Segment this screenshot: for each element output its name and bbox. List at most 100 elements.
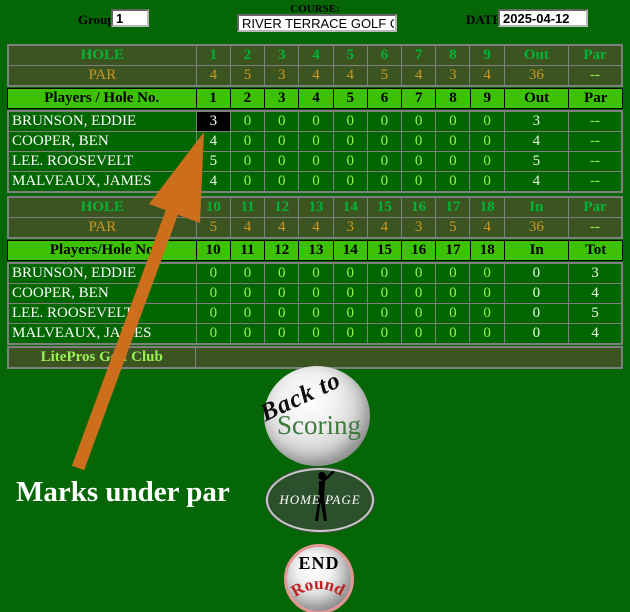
front-players-header-table: Players / Hole No. 1 2 3 4 5 6 7 8 9 Out Par <box>7 88 623 109</box>
scorecard: HOLE 1 2 3 4 5 6 7 8 9 Out Par PAR 4 5 3 4 4 5 4 3 4 36 -- Playe… <box>7 44 623 370</box>
score-cell: 0 <box>401 151 437 172</box>
par-value-cell: 4 <box>298 65 334 87</box>
end-round-button[interactable]: END Round <box>284 544 354 612</box>
score-cell: 0 <box>264 283 300 304</box>
score-cell: 0 <box>435 262 471 284</box>
score-cell: 0 <box>366 171 403 193</box>
end-text: END <box>298 553 340 573</box>
sum-header-cell: Out <box>503 44 570 66</box>
front-nine-section: HOLE 1 2 3 4 5 6 7 8 9 Out Par PAR 4 5 3 4 4 5 4 3 4 36 -- Playe… <box>7 44 623 193</box>
players-header-hole-cell: 2 <box>229 88 266 109</box>
score-cell: 0 <box>435 110 471 132</box>
back-hole-par-table: HOLE 10 11 12 13 14 15 16 17 18 In Par PAR 5 4 4 4 3 4 3 5 4 3… <box>7 196 623 239</box>
course-input[interactable] <box>237 14 397 32</box>
score-cell: 0 <box>195 323 231 345</box>
score-cell: 0 <box>298 283 334 304</box>
players-header-hole-cell: 4 <box>298 88 334 109</box>
under-par-annotation: Marks under par <box>16 476 230 508</box>
par-extra-cell: -- <box>568 217 623 239</box>
score-cell: 0 <box>366 283 403 304</box>
par-value-cell: 4 <box>298 217 334 239</box>
player-name-cell: MALVEAUX, JAMES <box>7 171 197 193</box>
score-cell: 0 <box>332 323 368 345</box>
player-extra-cell: 4 <box>568 323 623 345</box>
score-cell: 0 <box>229 171 266 193</box>
front-hole-par-table: HOLE 1 2 3 4 5 6 7 8 9 Out Par PAR 4 5 3 4 4 5 4 3 4 36 -- <box>7 44 623 87</box>
hole-number-cell: 6 <box>366 44 403 66</box>
score-cell: 0 <box>401 303 437 324</box>
par-sum-cell: 36 <box>503 65 570 87</box>
hole-number-cell: 9 <box>469 44 505 66</box>
score-cell: 0 <box>264 110 300 132</box>
score-cell: 0 <box>366 303 403 324</box>
score-cell: 0 <box>264 262 300 284</box>
players-header-hole-cell: 9 <box>469 88 505 109</box>
par-value-cell: 5 <box>435 217 471 239</box>
player-extra-cell: 5 <box>568 303 623 324</box>
hole-number-cell: 16 <box>401 196 437 218</box>
hole-number-cell: 18 <box>469 196 505 218</box>
player-row: LEE. ROOSEVELT 0 0 0 0 0 0 0 0 0 0 5 <box>7 303 623 324</box>
player-name-cell: BRUNSON, EDDIE <box>7 262 197 284</box>
score-cell: 0 <box>332 151 368 172</box>
players-header-label: Players/Hole No <box>7 240 197 261</box>
player-sum-cell: 0 <box>503 262 570 284</box>
round-arc-text: Round <box>288 574 349 601</box>
hole-number-cell: 8 <box>435 44 471 66</box>
date-input[interactable] <box>498 9 588 27</box>
sum-header-cell: In <box>503 196 570 218</box>
players-header-hole-cell: 12 <box>264 240 300 261</box>
home-page-button[interactable]: HOME PAGE <box>266 468 374 532</box>
back-to-scoring-button[interactable]: Back to Scoring <box>256 366 370 466</box>
player-extra-cell: -- <box>568 171 623 193</box>
highlighted-score-cell: 3 <box>195 110 231 132</box>
par-header-cell: Par <box>568 196 623 218</box>
par-extra-cell: -- <box>568 65 623 87</box>
hole-number-cell: 14 <box>332 196 368 218</box>
player-row: LEE. ROOSEVELT 5 0 0 0 0 0 0 0 0 5 -- <box>7 151 623 172</box>
par-sum-cell: 36 <box>503 217 570 239</box>
score-cell: 0 <box>469 110 505 132</box>
par-value-cell: 4 <box>366 217 403 239</box>
score-cell: 0 <box>229 303 266 324</box>
players-header-hole-cell: 18 <box>469 240 505 261</box>
par-value-cell: 3 <box>264 65 300 87</box>
score-cell: 0 <box>469 262 505 284</box>
score-cell: 0 <box>401 262 437 284</box>
par-value-cell: 5 <box>195 217 231 239</box>
score-cell: 0 <box>401 110 437 132</box>
score-cell: 0 <box>229 283 266 304</box>
player-sum-cell: 4 <box>503 171 570 193</box>
score-cell: 0 <box>332 283 368 304</box>
golfer-icon <box>315 471 335 521</box>
hole-number-cell: 3 <box>264 44 300 66</box>
players-header-sum-cell: In <box>503 240 570 261</box>
score-cell: 0 <box>298 151 334 172</box>
score-cell: 0 <box>469 303 505 324</box>
player-row: COOPER, BEN 4 0 0 0 0 0 0 0 0 4 -- <box>7 131 623 152</box>
player-row: BRUNSON, EDDIE 3 0 0 0 0 0 0 0 0 3 -- <box>7 110 623 132</box>
players-header-hole-cell: 11 <box>229 240 266 261</box>
scoring-text: Scoring <box>277 410 361 440</box>
player-name-cell: MALVEAUX, JAMES <box>7 323 197 345</box>
score-cell: 0 <box>264 151 300 172</box>
hole-number-cell: 2 <box>229 44 266 66</box>
par-value-cell: 4 <box>469 217 505 239</box>
score-cell: 0 <box>435 131 471 152</box>
club-name-cell: LitePros Golf Club <box>7 346 196 369</box>
svg-text:Round: Round <box>288 574 349 601</box>
score-cell: 0 <box>401 283 437 304</box>
score-cell: 0 <box>229 110 266 132</box>
par-value-cell: 4 <box>332 65 368 87</box>
back-players-header-table: Players/Hole No 10 11 12 13 14 15 16 17 18 In Tot <box>7 240 623 261</box>
player-name-cell: LEE. ROOSEVELT <box>7 303 197 324</box>
players-header-hole-cell: 7 <box>401 88 437 109</box>
score-cell: 0 <box>469 323 505 345</box>
hole-number-cell: 17 <box>435 196 471 218</box>
group-input[interactable] <box>111 9 149 27</box>
date-label: DATE: <box>466 12 506 27</box>
par-value-cell: 3 <box>332 217 368 239</box>
score-cell: 0 <box>229 323 266 345</box>
player-extra-cell: -- <box>568 110 623 132</box>
